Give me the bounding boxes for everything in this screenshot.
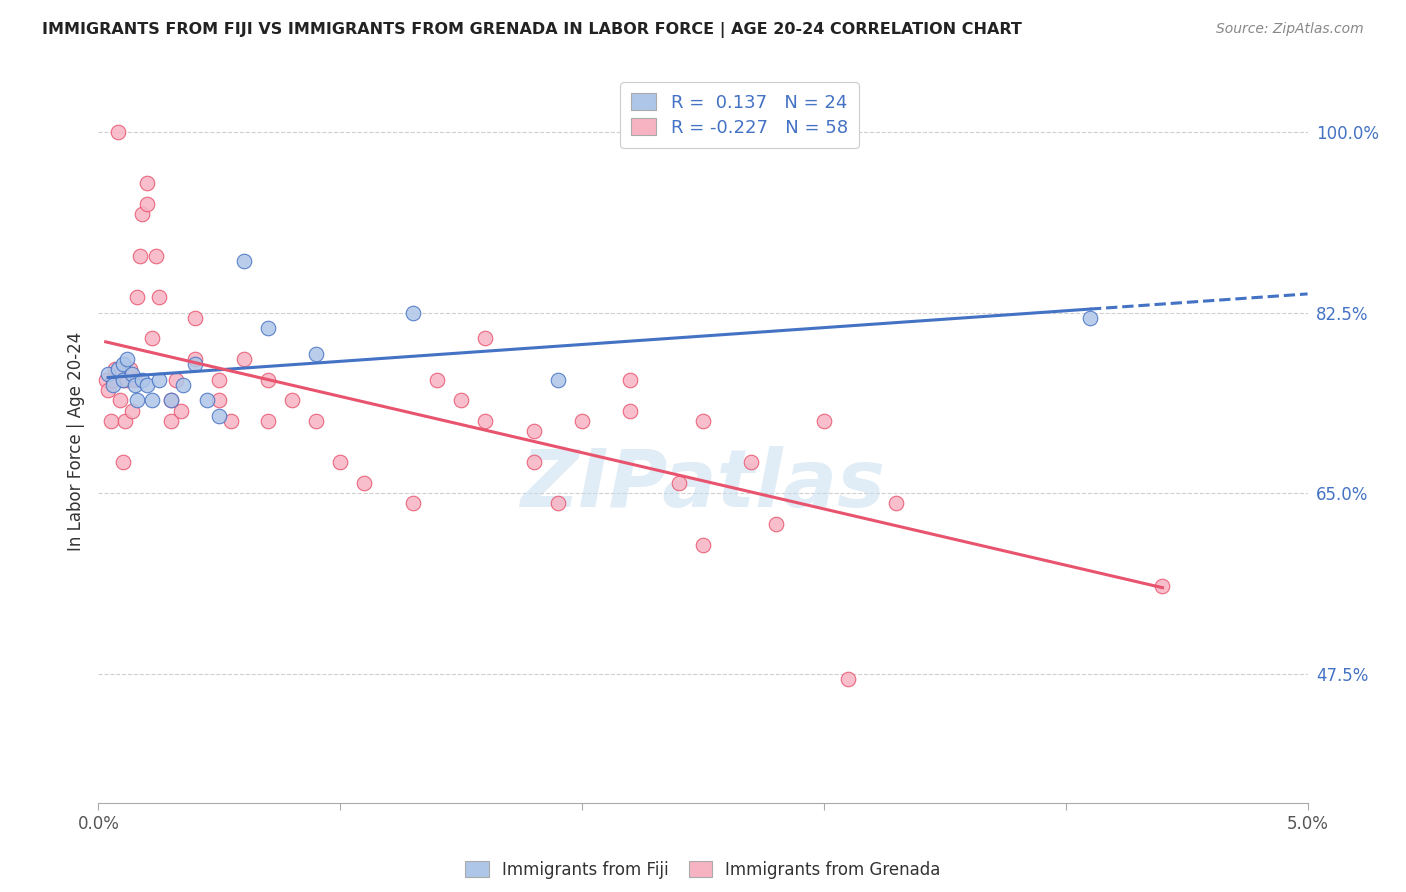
Point bbox=[172, 377, 194, 392]
Point bbox=[184, 310, 207, 325]
Point bbox=[117, 373, 139, 387]
Point bbox=[107, 362, 129, 376]
Point bbox=[256, 373, 278, 387]
Point bbox=[135, 377, 157, 392]
Point bbox=[281, 393, 304, 408]
Point bbox=[97, 383, 120, 397]
Point bbox=[131, 373, 153, 387]
Point bbox=[232, 351, 254, 366]
Point bbox=[118, 362, 141, 376]
Point bbox=[232, 254, 254, 268]
Point bbox=[127, 393, 149, 408]
Point bbox=[547, 373, 569, 387]
Point bbox=[124, 377, 146, 392]
Point bbox=[305, 414, 328, 428]
Point bbox=[474, 414, 496, 428]
Point bbox=[135, 177, 157, 191]
Point bbox=[117, 351, 139, 366]
Text: IMMIGRANTS FROM FIJI VS IMMIGRANTS FROM GRENADA IN LABOR FORCE | AGE 20-24 CORRE: IMMIGRANTS FROM FIJI VS IMMIGRANTS FROM … bbox=[42, 22, 1022, 38]
Point bbox=[813, 414, 835, 428]
Point bbox=[160, 393, 183, 408]
Point bbox=[104, 362, 127, 376]
Point bbox=[740, 455, 762, 469]
Point bbox=[128, 249, 150, 263]
Point bbox=[121, 368, 143, 382]
Point bbox=[121, 403, 143, 417]
Point bbox=[221, 414, 243, 428]
Point bbox=[184, 357, 207, 371]
Point bbox=[256, 414, 278, 428]
Point bbox=[692, 538, 714, 552]
Point bbox=[837, 672, 859, 686]
Point bbox=[329, 455, 352, 469]
Point bbox=[94, 373, 117, 387]
Point bbox=[619, 373, 641, 387]
Point bbox=[101, 377, 124, 392]
Point bbox=[208, 409, 231, 423]
Point bbox=[474, 331, 496, 345]
Point bbox=[141, 331, 163, 345]
Point bbox=[107, 125, 129, 139]
Point bbox=[450, 393, 472, 408]
Point bbox=[111, 373, 134, 387]
Point bbox=[1078, 310, 1101, 325]
Point bbox=[1152, 579, 1174, 593]
Point bbox=[114, 414, 136, 428]
Point bbox=[426, 373, 449, 387]
Point bbox=[111, 373, 134, 387]
Point bbox=[111, 357, 134, 371]
Point bbox=[160, 393, 183, 408]
Point bbox=[101, 373, 124, 387]
Point bbox=[402, 496, 425, 510]
Point bbox=[148, 290, 170, 304]
Point bbox=[208, 393, 231, 408]
Point bbox=[97, 368, 120, 382]
Legend: Immigrants from Fiji, Immigrants from Grenada: Immigrants from Fiji, Immigrants from Gr… bbox=[458, 855, 948, 886]
Text: Source: ZipAtlas.com: Source: ZipAtlas.com bbox=[1216, 22, 1364, 37]
Point bbox=[127, 290, 149, 304]
Point bbox=[124, 373, 146, 387]
Point bbox=[148, 373, 170, 387]
Point bbox=[108, 393, 131, 408]
Point bbox=[160, 414, 183, 428]
Point bbox=[141, 393, 163, 408]
Point bbox=[523, 424, 546, 438]
Text: ZIPatlas: ZIPatlas bbox=[520, 446, 886, 524]
Point bbox=[402, 305, 425, 319]
Point bbox=[195, 393, 218, 408]
Point bbox=[619, 403, 641, 417]
Point bbox=[208, 373, 231, 387]
Point bbox=[692, 414, 714, 428]
Point bbox=[523, 455, 546, 469]
Point bbox=[305, 347, 328, 361]
Point bbox=[131, 207, 153, 221]
Point bbox=[184, 351, 207, 366]
Point bbox=[765, 517, 787, 532]
Point bbox=[169, 403, 191, 417]
Point bbox=[571, 414, 593, 428]
Point bbox=[886, 496, 908, 510]
Point bbox=[111, 455, 134, 469]
Point bbox=[145, 249, 167, 263]
Point bbox=[135, 197, 157, 211]
Point bbox=[353, 475, 375, 490]
Point bbox=[256, 321, 278, 335]
Point bbox=[165, 373, 187, 387]
Point bbox=[100, 414, 122, 428]
Point bbox=[668, 475, 690, 490]
Point bbox=[547, 496, 569, 510]
Y-axis label: In Labor Force | Age 20-24: In Labor Force | Age 20-24 bbox=[66, 332, 84, 551]
